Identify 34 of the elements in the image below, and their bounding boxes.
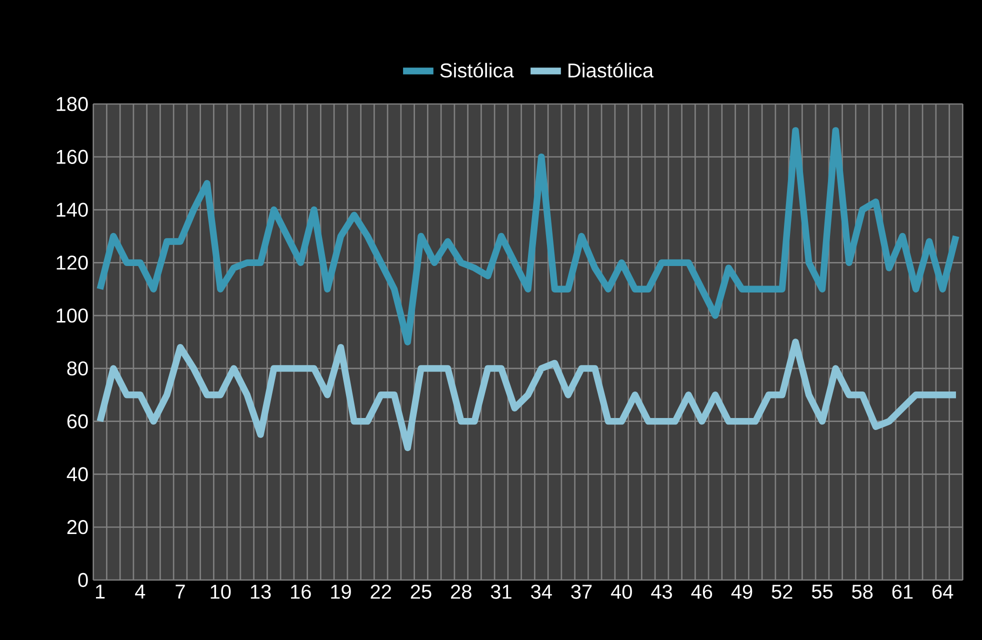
y-tick-label: 80: [67, 361, 88, 376]
y-tick-label: 140: [56, 202, 88, 217]
y-tick-label: 120: [56, 256, 88, 270]
legend-label: Diastólica: [568, 62, 654, 78]
x-tick-label: 16: [291, 584, 311, 599]
x-tick-label: 13: [250, 584, 271, 599]
x-tick-label: 19: [331, 584, 351, 599]
y-tick-label: 180: [56, 96, 88, 112]
y-tick-label: 40: [66, 467, 88, 482]
y-tick-label: 160: [56, 150, 88, 164]
x-tick-label: 10: [210, 584, 231, 599]
x-tick-label: 37: [571, 584, 592, 599]
x-tick-label: 25: [410, 584, 432, 599]
x-tick-label: 31: [490, 584, 512, 599]
x-tick-label: 55: [812, 584, 833, 599]
x-tick-label: 43: [651, 584, 672, 599]
x-tick-label: 40: [610, 584, 632, 599]
x-tick-label: 28: [451, 584, 472, 599]
x-tick-label: 4: [135, 584, 146, 598]
x-tick-label: 7: [176, 584, 185, 598]
x-tick-label: 58: [852, 584, 873, 599]
x-tick-label: 46: [691, 584, 712, 599]
y-tick-label: 100: [56, 308, 88, 323]
legend-label: Sistólica: [440, 62, 514, 78]
y-tick-label: 0: [78, 572, 88, 588]
x-tick-label: 49: [731, 584, 752, 599]
x-tick-label: 52: [772, 584, 792, 599]
x-tick-label: 1: [96, 584, 105, 598]
y-tick-label: 60: [67, 414, 88, 428]
x-tick-label: 34: [531, 584, 552, 599]
y-tick-label: 20: [67, 520, 88, 534]
x-tick-label: 22: [370, 584, 391, 599]
x-tick-label: 61: [892, 584, 913, 599]
x-tick-label: 64: [932, 584, 954, 599]
